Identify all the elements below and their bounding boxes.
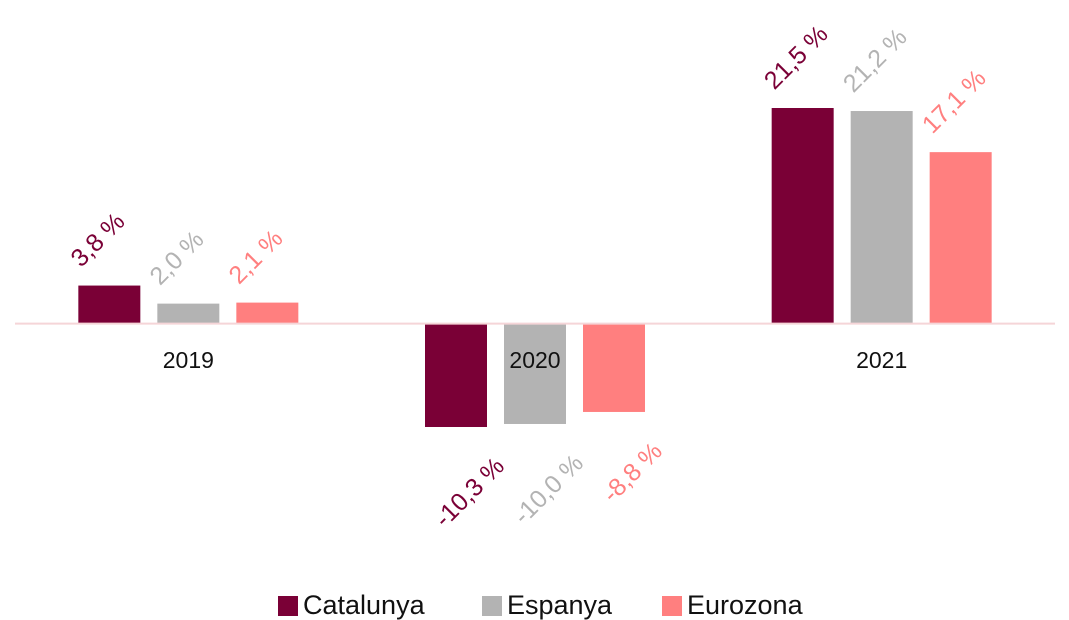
legend-swatch — [278, 596, 298, 616]
x-tick-label: 2021 — [856, 347, 907, 373]
bar — [78, 285, 141, 324]
data-label: 3,8 % — [65, 207, 130, 272]
bar — [583, 323, 645, 412]
x-tick-label: 2020 — [509, 347, 560, 373]
legend-swatch — [662, 596, 682, 616]
data-label: -10,0 % — [508, 449, 589, 530]
bar — [504, 323, 566, 424]
data-label: -10,3 % — [429, 452, 510, 533]
data-label: 2,0 % — [144, 226, 209, 291]
data-label: -8,8 % — [597, 437, 668, 508]
x-tick-label: 2019 — [163, 347, 214, 373]
legend-label: Eurozona — [687, 590, 804, 620]
data-label: 21,2 % — [838, 23, 913, 98]
data-label: 2,1 % — [223, 225, 288, 290]
legend-label: Espanya — [507, 590, 613, 620]
data-label: 17,1 % — [917, 64, 992, 139]
data-label: 21,5 % — [759, 20, 834, 95]
bar — [771, 108, 834, 324]
bar — [850, 111, 913, 324]
legend-swatch — [482, 596, 502, 616]
legend-label: Catalunya — [303, 590, 426, 620]
bar — [425, 323, 487, 427]
bar — [157, 303, 220, 324]
bar — [236, 302, 299, 324]
bar — [929, 152, 992, 324]
